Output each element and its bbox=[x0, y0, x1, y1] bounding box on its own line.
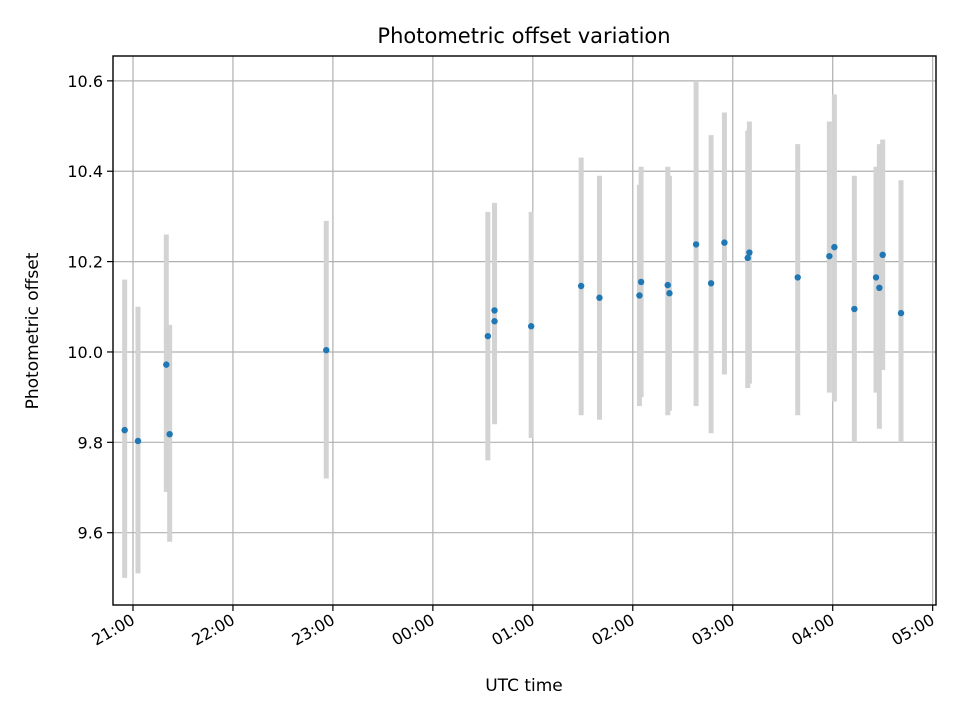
y-tick-label: 9.6 bbox=[78, 524, 103, 543]
y-tick-label: 10.6 bbox=[67, 72, 103, 91]
data-point bbox=[794, 274, 801, 281]
data-point bbox=[163, 361, 170, 368]
x-tick-label: 04:00 bbox=[788, 610, 837, 650]
data-point bbox=[134, 437, 142, 445]
data-point bbox=[491, 307, 498, 314]
data-point bbox=[166, 431, 173, 438]
grid-layer bbox=[113, 56, 936, 605]
data-point bbox=[596, 294, 603, 301]
data-point bbox=[692, 241, 700, 248]
point-layer bbox=[121, 239, 905, 445]
x-tick-label: 21:00 bbox=[89, 610, 138, 650]
data-point bbox=[876, 284, 883, 291]
errorbar-layer bbox=[122, 80, 904, 578]
data-point bbox=[879, 251, 886, 259]
x-tick-label: 00:00 bbox=[388, 610, 437, 650]
data-point bbox=[721, 239, 728, 246]
y-tick-label: 10.2 bbox=[67, 253, 103, 272]
y-tick-label: 10.0 bbox=[67, 343, 103, 362]
x-tick-label: 02:00 bbox=[588, 610, 637, 650]
chart-title: Photometric offset variation bbox=[377, 24, 670, 48]
y-tick-label: 10.4 bbox=[67, 162, 103, 181]
data-point bbox=[831, 243, 838, 251]
data-point bbox=[707, 280, 715, 287]
data-point bbox=[744, 254, 751, 262]
tick-layer: 21:00 22:00 23:00 00:00 01:00 02:00 03:00 04:00… bbox=[67, 72, 937, 650]
data-point bbox=[746, 249, 753, 256]
data-point bbox=[323, 346, 330, 354]
x-tick-label: 22:00 bbox=[189, 610, 238, 650]
data-point bbox=[636, 292, 643, 299]
data-point bbox=[527, 323, 535, 330]
plot-frame bbox=[112, 55, 937, 606]
y-tick-label: 9.8 bbox=[78, 433, 103, 452]
x-tick-label: 01:00 bbox=[488, 610, 537, 650]
x-tick-label: 05:00 bbox=[888, 610, 937, 650]
data-point bbox=[577, 282, 585, 290]
data-point bbox=[484, 332, 492, 340]
data-point bbox=[872, 274, 880, 281]
data-point bbox=[897, 309, 905, 317]
data-point bbox=[637, 278, 645, 286]
x-axis-label: UTC time bbox=[485, 676, 563, 696]
data-point bbox=[491, 318, 498, 325]
data-point bbox=[121, 426, 128, 434]
x-tick-label: 03:00 bbox=[688, 610, 737, 650]
y-axis-label: Photometric offset bbox=[23, 252, 43, 409]
data-point bbox=[664, 281, 671, 289]
data-point bbox=[666, 290, 673, 297]
data-point bbox=[826, 252, 833, 260]
x-tick-label: 23:00 bbox=[288, 610, 337, 650]
data-point bbox=[851, 305, 858, 313]
